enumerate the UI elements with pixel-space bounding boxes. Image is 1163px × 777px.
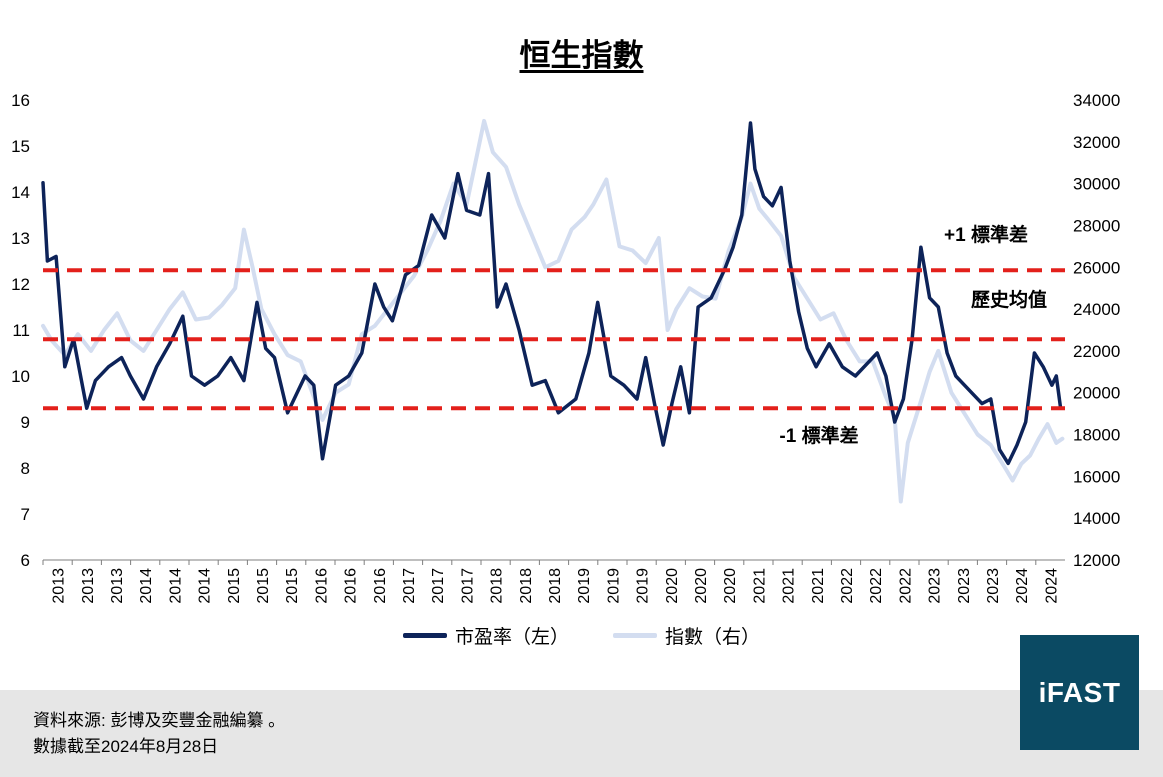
plot-series-group — [41, 118, 1065, 504]
reference-label-2: -1 標準差 — [779, 424, 858, 447]
ifast-logo: iFAST — [1020, 635, 1139, 750]
x-tick-label: 2023 — [956, 568, 973, 604]
legend-swatch-index — [613, 633, 657, 638]
y-left-tick-label: 12 — [11, 275, 30, 294]
pe-ratio-line — [41, 121, 1063, 466]
y-left-tick-label: 13 — [11, 229, 30, 248]
y-right-tick-label: 28000 — [1073, 216, 1120, 235]
y-right-tick-label: 32000 — [1073, 133, 1120, 152]
chart: 6 7 8 9 10 11 12 13 14 15 16 12000 14000 16000 18000 20… — [11, 91, 1120, 604]
axes-group: 6 7 8 9 10 11 12 13 14 15 16 12000 14000 16000 18000 20… — [11, 91, 1120, 604]
x-tick-label: 2021 — [781, 568, 798, 604]
x-tick-label: 2015 — [255, 568, 272, 604]
x-tick-label: 2013 — [80, 568, 97, 604]
y-left-tick-label: 7 — [21, 505, 30, 524]
y-left-tick-label: 14 — [11, 183, 30, 202]
x-tick-label: 2021 — [751, 568, 768, 604]
x-tick-label: 2013 — [51, 568, 68, 604]
x-tick-label: 2019 — [576, 568, 593, 604]
footer: 資料來源: 彭博及奕豐金融編纂 。 數據截至2024年8月28日 — [0, 690, 1163, 777]
y-right-tick-label: 16000 — [1073, 467, 1120, 486]
x-tick-label: 2017 — [459, 568, 476, 604]
x-tick-label: 2016 — [343, 568, 360, 604]
x-tick-label: 2014 — [167, 568, 184, 604]
x-tick-label: 2014 — [138, 568, 155, 604]
y-left-tick-label: 15 — [11, 137, 30, 156]
y-right-tick-label: 24000 — [1073, 300, 1120, 319]
chart-title: 恒生指數 — [519, 38, 644, 73]
x-tick-label: 2022 — [868, 568, 885, 604]
legend-swatch-pe — [402, 633, 447, 638]
x-tick-label: 2021 — [810, 568, 827, 604]
source-note: 資料來源: 彭博及奕豐金融編纂 。 — [33, 711, 286, 730]
x-tick-label: 2023 — [985, 568, 1002, 604]
x-tick-label: 2018 — [518, 568, 535, 604]
x-tick-label: 2014 — [197, 568, 214, 604]
y-right-tick-label: 12000 — [1073, 551, 1120, 570]
x-tick-label: 2019 — [605, 568, 622, 604]
legend: 市盈率（左） 指數（右） — [0, 622, 1163, 649]
x-tick-label: 2024 — [1014, 568, 1031, 604]
date-note: 數據截至2024年8月28日 — [33, 737, 219, 756]
y-left-tick-label: 10 — [11, 367, 30, 386]
y-right-tick-label: 18000 — [1073, 426, 1120, 445]
x-tick-label: 2015 — [226, 568, 243, 604]
index-line — [41, 118, 1065, 504]
x-tick-label: 2013 — [109, 568, 126, 604]
x-tick-label: 2017 — [430, 568, 447, 604]
y-right-tick-label: 20000 — [1073, 384, 1120, 403]
y-left-tick-label: 11 — [12, 321, 30, 340]
x-tick-label: 2020 — [664, 568, 681, 604]
legend-item-index: 指數（右） — [613, 622, 760, 649]
reference-label-1: 歷史均值 — [971, 288, 1047, 311]
legend-label-index: 指數（右） — [665, 627, 761, 648]
x-tick-label: 2018 — [489, 568, 506, 604]
y-left-tick-label: 16 — [11, 91, 30, 110]
legend-item-pe: 市盈率（左） — [402, 622, 569, 649]
x-tick-label: 2015 — [284, 568, 301, 604]
x-tick-label: 2018 — [547, 568, 564, 604]
reference-label-0: +1 標準差 — [944, 223, 1028, 246]
y-right-tick-label: 14000 — [1073, 509, 1120, 528]
reference-lines-group — [43, 268, 1065, 411]
x-tick-label: 2020 — [693, 568, 710, 604]
x-tick-label: 2024 — [1043, 568, 1060, 604]
x-tick-label: 2022 — [897, 568, 914, 604]
y-right-tick-label: 26000 — [1073, 258, 1120, 277]
y-right-tick-label: 22000 — [1073, 342, 1120, 361]
y-right-tick-label: 30000 — [1073, 175, 1120, 194]
y-right-tick-label: 34000 — [1073, 91, 1120, 110]
y-left-tick-label: 6 — [21, 551, 30, 570]
x-tick-label: 2022 — [839, 568, 856, 604]
x-tick-label: 2019 — [635, 568, 652, 604]
x-tick-label: 2023 — [927, 568, 944, 604]
y-left-tick-label: 9 — [21, 413, 30, 432]
legend-label-pe: 市盈率（左） — [454, 627, 569, 648]
x-tick-label: 2020 — [722, 568, 739, 604]
x-tick-label: 2016 — [372, 568, 389, 604]
x-tick-label: 2017 — [401, 568, 418, 604]
y-left-tick-label: 8 — [21, 459, 30, 478]
x-tick-label: 2016 — [313, 568, 330, 604]
